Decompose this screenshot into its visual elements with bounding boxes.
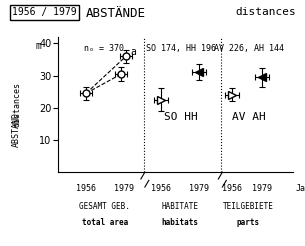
Text: TEILGEBIETE: TEILGEBIETE (223, 202, 274, 211)
Text: 1956 / 1979: 1956 / 1979 (12, 7, 77, 17)
Text: distances: distances (12, 82, 21, 127)
Text: ABSTAND: ABSTAND (12, 112, 21, 147)
Text: SO HH: SO HH (164, 112, 198, 123)
Text: 1979: 1979 (189, 184, 209, 193)
Text: 1979: 1979 (114, 184, 134, 193)
Text: SO 174, HH 196: SO 174, HH 196 (146, 44, 216, 53)
Text: m: m (35, 41, 41, 50)
Text: a: a (131, 47, 137, 57)
Text: ABSTÄNDE: ABSTÄNDE (86, 7, 146, 20)
Text: AV AH: AV AH (232, 112, 266, 123)
Text: habitats: habitats (162, 218, 199, 227)
Text: 1956: 1956 (151, 184, 171, 193)
Text: nₒ = 370: nₒ = 370 (84, 44, 124, 53)
Text: parts: parts (237, 218, 260, 227)
Text: AV 226, AH 144: AV 226, AH 144 (214, 44, 284, 53)
Text: distances: distances (235, 7, 296, 17)
Text: 1979: 1979 (252, 184, 272, 193)
Text: HABITATE: HABITATE (162, 202, 199, 211)
Text: 1956: 1956 (76, 184, 96, 193)
Text: total area: total area (82, 218, 128, 227)
Text: GESAMT GEB.: GESAMT GEB. (80, 202, 130, 211)
Text: 1956: 1956 (222, 184, 242, 193)
Text: Jahr: Jahr (295, 184, 305, 193)
